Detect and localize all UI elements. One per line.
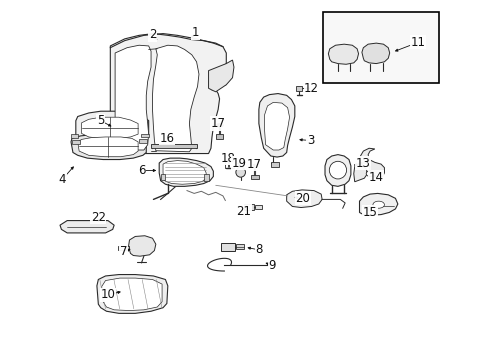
- Text: 10: 10: [100, 288, 115, 301]
- Polygon shape: [208, 60, 233, 92]
- Text: 17: 17: [246, 158, 261, 171]
- Bar: [255, 205, 262, 209]
- Polygon shape: [78, 137, 138, 157]
- Bar: [139, 139, 146, 143]
- Polygon shape: [353, 148, 384, 182]
- Polygon shape: [102, 278, 162, 311]
- Text: 18: 18: [220, 152, 235, 165]
- Bar: [296, 86, 302, 91]
- Bar: [235, 244, 244, 249]
- Polygon shape: [97, 275, 167, 313]
- Polygon shape: [163, 161, 206, 184]
- Ellipse shape: [328, 161, 346, 179]
- Bar: [215, 134, 223, 139]
- Text: 11: 11: [409, 36, 425, 49]
- Text: 17: 17: [210, 117, 225, 130]
- Polygon shape: [76, 111, 148, 142]
- Text: 20: 20: [295, 192, 310, 205]
- Bar: [151, 144, 197, 148]
- Bar: [243, 204, 254, 210]
- Bar: [271, 162, 279, 167]
- Text: 15: 15: [362, 206, 377, 219]
- Text: 1: 1: [191, 26, 199, 39]
- Polygon shape: [328, 44, 358, 64]
- Bar: [203, 174, 208, 181]
- Text: 22: 22: [91, 211, 105, 224]
- Text: 16: 16: [159, 132, 174, 145]
- Polygon shape: [325, 154, 350, 186]
- Text: 13: 13: [355, 157, 370, 170]
- Bar: [117, 246, 129, 250]
- Text: 3: 3: [306, 134, 314, 147]
- Text: 5: 5: [97, 114, 104, 127]
- Polygon shape: [71, 135, 146, 159]
- Bar: [251, 175, 258, 179]
- Text: 4: 4: [59, 173, 66, 186]
- Text: 9: 9: [268, 259, 276, 272]
- Text: 14: 14: [368, 171, 383, 184]
- Polygon shape: [152, 45, 199, 152]
- Text: 2: 2: [148, 28, 156, 41]
- Text: 19: 19: [231, 157, 246, 170]
- Bar: [141, 134, 148, 137]
- Polygon shape: [359, 193, 397, 215]
- Text: 8: 8: [255, 243, 262, 256]
- Text: 6: 6: [138, 164, 145, 177]
- Text: 21: 21: [236, 204, 250, 217]
- Polygon shape: [110, 33, 226, 154]
- Ellipse shape: [372, 201, 384, 208]
- Text: 7: 7: [120, 246, 127, 258]
- Bar: [322, 13, 438, 83]
- Polygon shape: [115, 45, 151, 150]
- Bar: [221, 243, 234, 251]
- Polygon shape: [361, 43, 389, 64]
- Polygon shape: [128, 236, 156, 256]
- Polygon shape: [264, 102, 289, 150]
- Bar: [225, 160, 233, 168]
- Bar: [160, 174, 165, 180]
- Ellipse shape: [366, 171, 373, 176]
- Polygon shape: [258, 94, 294, 157]
- Polygon shape: [60, 221, 114, 233]
- Polygon shape: [286, 190, 322, 207]
- Ellipse shape: [235, 167, 245, 177]
- Bar: [72, 140, 80, 144]
- Text: 12: 12: [304, 82, 319, 95]
- Polygon shape: [81, 117, 138, 138]
- Polygon shape: [159, 158, 213, 186]
- Bar: [70, 134, 78, 138]
- Ellipse shape: [215, 123, 223, 127]
